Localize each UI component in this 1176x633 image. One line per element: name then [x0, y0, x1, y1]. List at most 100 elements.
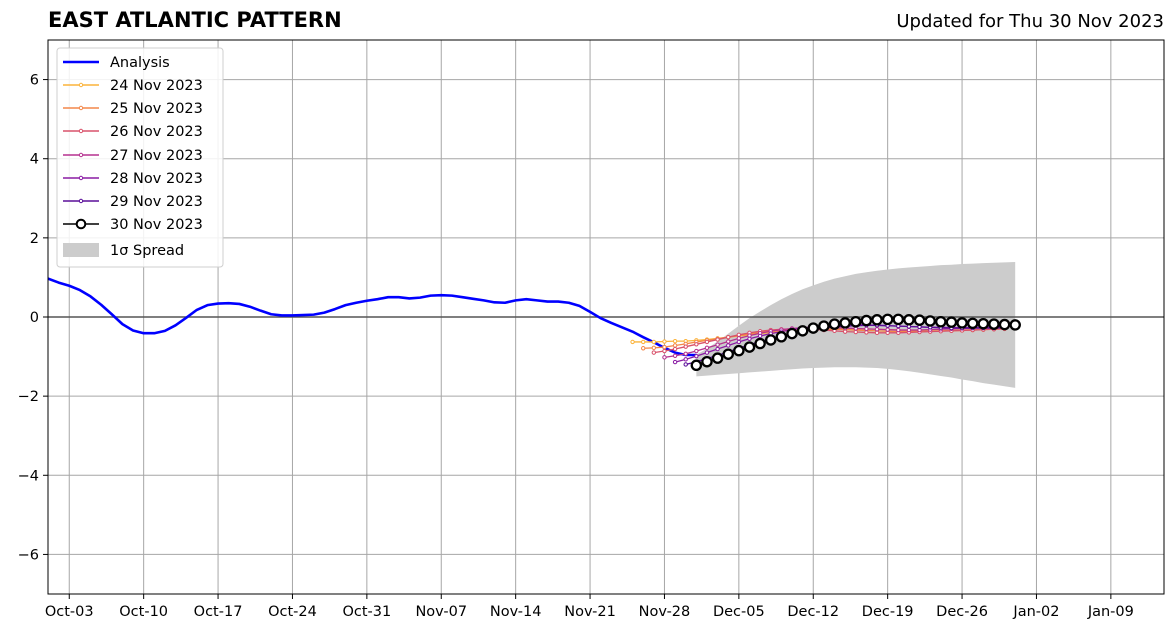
forecast-point: [704, 345, 710, 351]
forecast-point: [672, 338, 678, 344]
legend-item: 24 Nov 2023: [63, 78, 203, 94]
legend-swatch: [63, 243, 99, 257]
forecast-point: [864, 326, 869, 332]
forecast-point: [935, 315, 947, 328]
legend-label: Analysis: [110, 55, 170, 71]
x-tick-label: Oct-17: [194, 604, 243, 620]
axes: Oct-03 Oct-10 Oct-17 Oct-24 Oct-31 Nov-07 Nov-…: [18, 73, 1134, 620]
forecast-point: [722, 348, 734, 360]
x-tick-label: Dec-05: [713, 604, 765, 620]
forecast-point: [860, 314, 873, 327]
forecast-point: [701, 355, 713, 368]
forecast-point: [651, 345, 657, 351]
forecast-point: [694, 348, 699, 354]
forecast-point: [651, 339, 657, 345]
forecast-point: [892, 313, 905, 326]
forecast-point: [736, 332, 742, 338]
forecast-point: [694, 342, 699, 347]
forecast-point: [736, 336, 742, 341]
forecast-point: [966, 317, 979, 330]
y-tick-label: −4: [18, 468, 39, 484]
forecast-point: [683, 344, 688, 349]
forecast-point: [690, 359, 703, 372]
forecast-point: [828, 318, 841, 330]
forecast-point: [630, 339, 635, 345]
x-tick-label: Oct-31: [342, 604, 391, 620]
forecast-point: [672, 353, 678, 358]
x-tick-label: Oct-10: [119, 604, 168, 620]
legend-label: 29 Nov 2023: [110, 194, 203, 210]
forecast-point: [683, 351, 688, 357]
forecast-point: [704, 350, 710, 355]
forecast-point: [874, 330, 880, 336]
forecast-point: [757, 333, 763, 339]
forecast-point: [743, 341, 756, 353]
forecast-point: [651, 350, 657, 355]
legend-item: 28 Nov 2023: [63, 171, 203, 187]
y-tick-label: 4: [30, 152, 39, 168]
y-tick-label: 6: [30, 73, 39, 89]
forecast-series: [690, 313, 1021, 372]
forecast-point: [786, 327, 798, 340]
forecast-point: [924, 315, 936, 327]
forecast-point: [864, 330, 869, 335]
forecast-line: [653, 328, 1005, 354]
forecast-point: [715, 342, 720, 347]
forecast-point: [807, 322, 820, 334]
x-tick-label: Nov-28: [639, 604, 691, 620]
legend-marker: [78, 128, 84, 134]
forecast-point: [839, 317, 851, 329]
analysis-line: [48, 277, 697, 357]
forecast-point: [796, 325, 809, 337]
forecast-point: [662, 355, 667, 360]
forecast-point: [881, 313, 894, 326]
legend-label: 1σ Spread: [110, 243, 184, 259]
y-tick-label: 2: [30, 231, 39, 247]
forecast-point: [715, 346, 720, 352]
forecast-point: [754, 337, 766, 350]
x-tick-label: Nov-14: [490, 604, 542, 620]
plot-area: [48, 261, 1164, 388]
forecast-point: [733, 344, 745, 357]
legend-marker: [78, 152, 84, 158]
forecast-point: [871, 314, 883, 326]
legend-marker: [78, 198, 84, 204]
forecast-point: [903, 314, 915, 326]
forecast-point: [715, 337, 720, 342]
forecast-point: [672, 343, 678, 348]
forecast-point: [641, 346, 646, 351]
forecast-point: [662, 344, 667, 350]
legend-label: 28 Nov 2023: [110, 171, 203, 187]
forecast-point: [998, 318, 1011, 331]
legend-item: Analysis: [63, 55, 170, 71]
forecast-point: [775, 331, 788, 343]
legend-item: 30 Nov 2023: [63, 217, 203, 233]
forecast-point: [906, 327, 912, 333]
legend-marker: [78, 82, 84, 88]
x-tick-label: Oct-24: [268, 604, 317, 620]
x-tick-label: Jan-02: [1012, 604, 1059, 620]
forecast-point: [977, 317, 990, 330]
forecast-point: [945, 316, 958, 328]
forecast-point: [672, 346, 678, 352]
legend-label: 26 Nov 2023: [110, 124, 203, 140]
legend-label: 27 Nov 2023: [110, 148, 203, 164]
forecast-point: [711, 352, 724, 364]
x-tick-label: Dec-12: [787, 604, 839, 620]
legend-marker: [78, 175, 84, 181]
legend-marker: [78, 105, 84, 111]
forecast-point: [672, 359, 678, 365]
forecast-point: [818, 320, 830, 332]
updated-date: Updated for Thu 30 Nov 2023: [896, 11, 1164, 32]
x-tick-label: Oct-03: [45, 604, 94, 620]
forecast-point: [704, 339, 710, 345]
forecast-point: [1009, 319, 1021, 331]
forecast-point: [683, 362, 688, 367]
legend-label: 25 Nov 2023: [110, 101, 203, 117]
forecast-point: [662, 339, 667, 344]
legend-item: 25 Nov 2023: [63, 101, 203, 117]
forecast-point: [641, 339, 646, 345]
forecast-point: [956, 317, 968, 329]
forecast-point: [853, 329, 858, 335]
legend: Analysis 24 Nov 2023 25 Nov 2023 26 Nov 202…: [56, 47, 224, 268]
